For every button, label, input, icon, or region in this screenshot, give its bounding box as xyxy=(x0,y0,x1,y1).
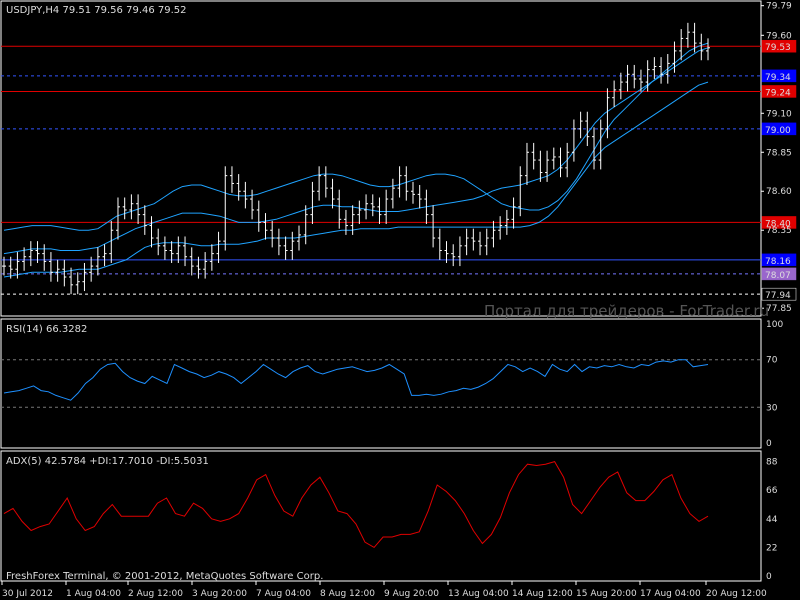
level-tag-3 xyxy=(761,122,797,136)
adx-tick-label-3: 22 xyxy=(766,543,777,553)
x-tick-label-9: 15 Aug 20:00 xyxy=(576,589,637,599)
x-tick-label-1: 1 Aug 04:00 xyxy=(66,589,121,599)
level-tag-1 xyxy=(761,69,797,83)
x-tick-label-4: 7 Aug 04:00 xyxy=(256,589,311,599)
level-tag-7 xyxy=(761,287,797,301)
level-label-6: 78.07 xyxy=(765,271,791,281)
level-label-3: 79.00 xyxy=(765,126,791,136)
adx-tick-label-1: 66 xyxy=(766,486,778,496)
price-tick-label-3: 78.85 xyxy=(766,148,792,158)
price-tick-label-1: 79.60 xyxy=(766,31,792,41)
level-tag-0 xyxy=(761,39,797,53)
rsi-tick-label-0: 100 xyxy=(766,320,783,330)
rsi-title: RSI(14) 66.3282 xyxy=(6,324,87,335)
x-tick-label-0: 30 Jul 2012 xyxy=(2,589,53,599)
rsi-line xyxy=(3,359,709,401)
bands-lower-line xyxy=(3,81,709,278)
rsi-tick-label-1: 70 xyxy=(766,356,778,366)
level-label-4: 78.40 xyxy=(765,219,791,229)
x-tick-label-5: 8 Aug 12:00 xyxy=(320,589,375,599)
x-tick-label-3: 3 Aug 20:00 xyxy=(192,589,247,599)
x-tick-label-6: 9 Aug 20:00 xyxy=(384,589,439,599)
level-label-1: 79.34 xyxy=(765,73,791,83)
level-tag-6 xyxy=(761,267,797,281)
adx-tick-label-4: 0 xyxy=(766,572,772,582)
price-tick-label-2: 79.10 xyxy=(766,109,792,119)
level-tag-2 xyxy=(761,85,797,98)
adx-panel xyxy=(0,450,762,582)
level-label-0: 79.53 xyxy=(765,43,791,53)
adx-tick-label-2: 44 xyxy=(766,515,778,525)
adx-title: ADX(5) 42.5784 +DI:17.7010 -DI:5.5031 xyxy=(6,456,209,467)
x-tick-label-8: 14 Aug 12:00 xyxy=(512,589,573,599)
level-label-5: 78.16 xyxy=(765,257,791,267)
watermark: Портал для трейдеров - ForTrader.ru xyxy=(484,302,769,320)
x-tick-label-2: 2 Aug 12:00 xyxy=(128,589,183,599)
adx-line xyxy=(3,461,709,549)
rsi-tick-label-3: 0 xyxy=(766,439,772,449)
level-label-7: 77.94 xyxy=(765,291,791,301)
price-panel xyxy=(0,0,762,317)
level-label-2: 79.24 xyxy=(765,88,791,98)
level-tag-4 xyxy=(761,216,797,229)
price-tick-label-0: 79.79 xyxy=(766,2,792,12)
rsi-panel xyxy=(0,318,762,449)
price-tick-label-6: 77.85 xyxy=(766,304,792,314)
x-tick-label-11: 20 Aug 12:00 xyxy=(706,589,767,599)
x-tick-label-10: 17 Aug 04:00 xyxy=(640,589,701,599)
price-tick-label-5: 78.35 xyxy=(766,226,792,236)
copyright-text: FreshForex Terminal, © 2001-2012, MetaQu… xyxy=(6,571,323,582)
adx-tick-label-0: 88 xyxy=(766,458,778,468)
bands-middle-line xyxy=(3,47,709,255)
rsi-tick-label-2: 30 xyxy=(766,403,778,413)
level-tag-5 xyxy=(761,253,797,267)
price-tick-label-4: 78.60 xyxy=(766,187,792,197)
price-title: USDJPY,H4 79.51 79.56 79.46 79.52 xyxy=(6,5,187,16)
x-tick-label-7: 13 Aug 04:00 xyxy=(448,589,509,599)
bands-upper-line xyxy=(3,42,709,231)
